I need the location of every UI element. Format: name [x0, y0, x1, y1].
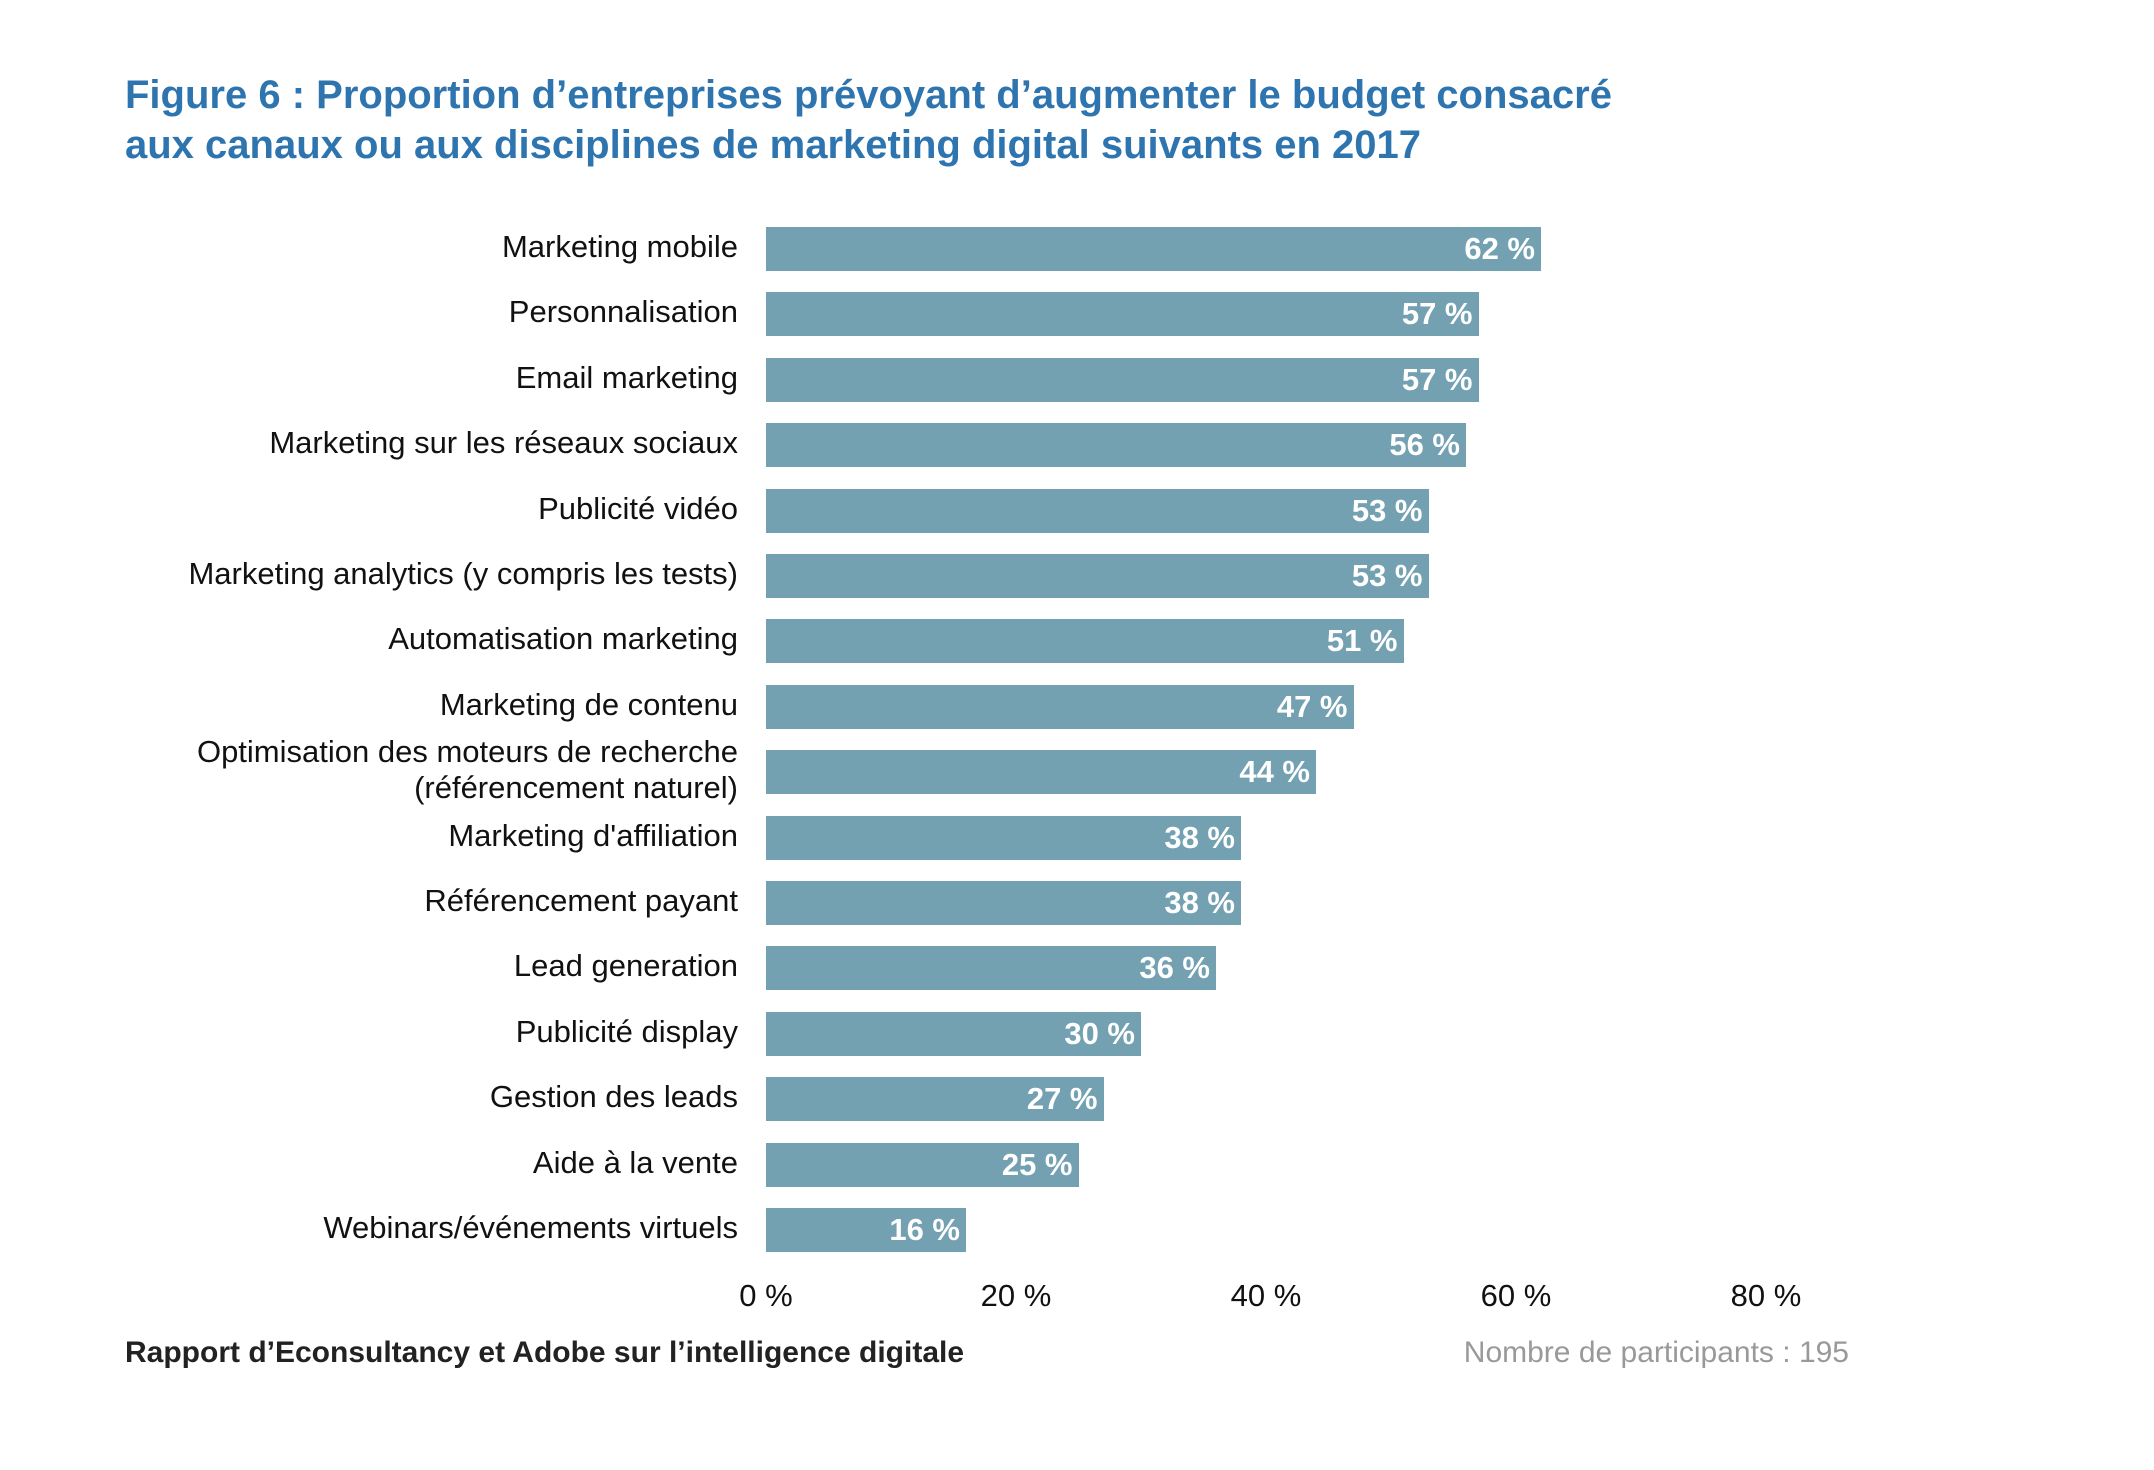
category-label: Optimisation des moteurs de recherche (ré…: [197, 734, 738, 806]
category-label: Marketing d'affiliation: [448, 818, 738, 854]
chart-title-line-2: aux canaux ou aux disciplines de marketi…: [125, 123, 1422, 167]
bar-value-label: 57 %: [1401, 296, 1473, 332]
category-label: Webinars/événements virtuels: [323, 1210, 738, 1246]
bar: [766, 815, 1241, 860]
bar-value-label: 62 %: [1464, 231, 1535, 266]
bar: [766, 1142, 1079, 1187]
bar: [766, 1077, 1104, 1122]
bar: [766, 423, 1466, 468]
category-label-line: Marketing de contenu: [439, 686, 738, 722]
bar: [766, 292, 1479, 337]
category-label-line: Aide à la vente: [532, 1144, 738, 1180]
category-label-line: Email marketing: [515, 359, 738, 395]
category-label-line: Publicité display: [515, 1013, 738, 1049]
category-label: Marketing mobile: [502, 229, 738, 265]
bar-value-label: 16 %: [889, 1212, 960, 1247]
category-label-line: Publicité vidéo: [538, 490, 738, 526]
category-label: Marketing de contenu: [440, 687, 738, 723]
x-tick-label: 80 %: [1730, 1278, 1802, 1313]
bar: [766, 946, 1216, 991]
category-label: Marketing sur les réseaux sociaux: [269, 425, 738, 461]
x-tick-label: 0 %: [739, 1278, 793, 1313]
bar-value-label: 25 %: [1001, 1146, 1073, 1182]
bar: [766, 750, 1316, 795]
category-label-line: Marketing d'affiliation: [448, 817, 738, 853]
bar-value-label: 51 %: [1326, 623, 1398, 659]
bar: [766, 684, 1354, 729]
bar-value-label: 30 %: [1064, 1015, 1135, 1051]
bar-value-label: 36 %: [1139, 950, 1210, 986]
bar-value-label: 56 %: [1389, 427, 1460, 463]
category-label: Publicité vidéo: [538, 491, 738, 527]
category-label: Email marketing: [516, 360, 738, 396]
category-label-line: Optimisation des moteurs de recherche: [196, 734, 738, 770]
x-tick-label: 20 %: [980, 1278, 1052, 1313]
bar: [766, 881, 1241, 925]
category-label-line: Automatisation marketing: [388, 621, 738, 657]
category-label-line: Référencement payant: [424, 883, 738, 918]
category-label-line: (référencement naturel): [414, 770, 738, 806]
bar: [766, 1208, 966, 1252]
bar-value-label: 53 %: [1351, 492, 1423, 528]
source-note: Rapport d’Econsultancy et Adobe sur l’in…: [125, 1336, 965, 1369]
category-label-line: Gestion des leads: [489, 1079, 738, 1115]
category-label-line: Personnalisation: [508, 294, 738, 330]
bar: [766, 554, 1429, 598]
category-label: Automatisation marketing: [388, 621, 738, 657]
bar-value-label: 44 %: [1239, 754, 1310, 790]
category-label-line: Marketing mobile: [501, 229, 738, 264]
category-label: Personnalisation: [509, 294, 738, 330]
chart-title: Figure 6 : Proportion d’entreprises prév…: [125, 70, 1825, 170]
bar: [766, 357, 1479, 402]
bar-value-label: 38 %: [1164, 819, 1235, 855]
category-label: Aide à la vente: [533, 1145, 738, 1181]
bar-value-label: 57 %: [1401, 361, 1473, 397]
bar: [766, 488, 1429, 533]
bar-value-label: 47 %: [1276, 688, 1348, 724]
category-label-line: Marketing analytics (y compris les tests…: [188, 556, 738, 591]
category-label: Publicité display: [516, 1014, 738, 1050]
bar: [766, 1011, 1141, 1056]
category-label: Référencement payant: [424, 883, 738, 919]
x-tick-label: 60 %: [1480, 1278, 1552, 1313]
category-label: Gestion des leads: [490, 1079, 738, 1115]
bar: [766, 227, 1541, 271]
category-label: Marketing analytics (y compris les tests…: [188, 556, 738, 592]
category-label: Lead generation: [514, 948, 738, 984]
category-label-line: Lead generation: [513, 948, 738, 984]
chart-title-line-1: Figure 6 : Proportion d’entreprises prév…: [125, 73, 1612, 117]
bar: [766, 619, 1404, 664]
bar-value-label: 38 %: [1164, 885, 1235, 920]
participants-count: Nombre de participants : 195: [1463, 1336, 1849, 1369]
bar-value-label: 27 %: [1026, 1081, 1098, 1117]
x-tick-label: 40 %: [1230, 1278, 1302, 1313]
category-label-line: Webinars/événements virtuels: [323, 1210, 738, 1245]
bar-value-label: 53 %: [1351, 558, 1423, 593]
category-label-line: Marketing sur les réseaux sociaux: [269, 425, 738, 461]
